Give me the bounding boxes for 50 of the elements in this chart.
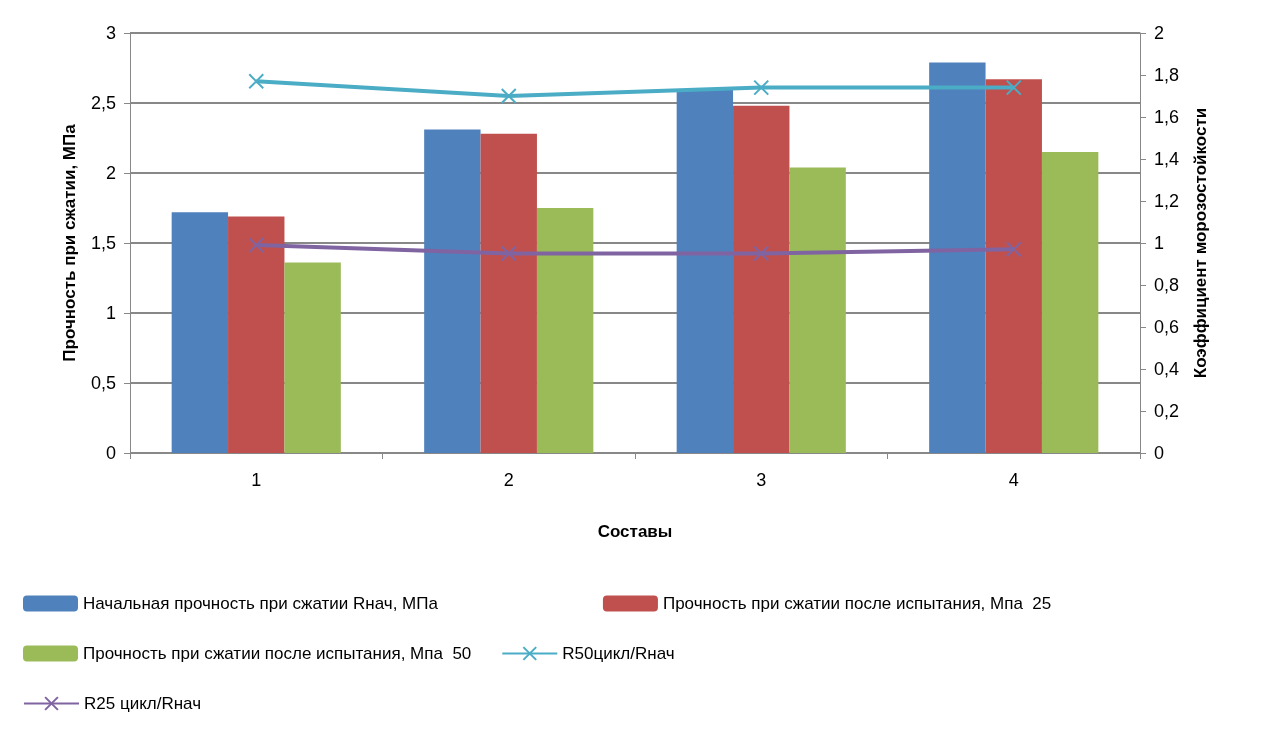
y2-tick-label: 2 — [1154, 23, 1165, 43]
bar — [1041, 152, 1099, 453]
y-tick-label: 2,5 — [90, 93, 116, 113]
bar — [284, 262, 341, 453]
y-tick-label: 1,5 — [90, 233, 116, 253]
y2-tick-label: 1,4 — [1154, 149, 1180, 169]
y2-tick-label: 1,6 — [1154, 107, 1180, 127]
bar — [733, 105, 790, 453]
y2-tick-label: 0 — [1154, 443, 1165, 463]
point — [1005, 79, 1022, 96]
bar — [536, 208, 594, 453]
x-tick-label: 2 — [503, 470, 514, 490]
y2-tick-label: 0,4 — [1154, 359, 1180, 379]
x-tick-label: 1 — [251, 470, 262, 490]
y-tick-label: 0 — [105, 443, 116, 463]
y-axis-title: Прочность при сжатии, МПа — [60, 123, 79, 362]
point — [500, 88, 517, 104]
y2-tick-label: 0,6 — [1154, 317, 1180, 337]
bar — [676, 89, 734, 453]
y2-axis-title: Коэффициент морозостойкости — [1191, 107, 1210, 379]
y-tick-label: 2 — [105, 163, 116, 183]
bar — [228, 216, 285, 453]
bar — [480, 133, 537, 453]
bar — [985, 79, 1042, 453]
y-tick-label: 0,5 — [90, 373, 116, 393]
y2-tick-label: 1,8 — [1154, 65, 1180, 85]
y-tick-label: 1 — [105, 303, 116, 323]
x-axis-title: Составы — [597, 522, 673, 541]
y2-tick-label: 1 — [1154, 233, 1165, 253]
legend-label: Прочность при сжатии после испытания, Мпа 25 — [662, 594, 1052, 613]
y2-tick-label: 0,8 — [1154, 275, 1180, 295]
y2-tick-label: 1,2 — [1154, 191, 1180, 211]
legend-label: R50цикл/Rнач — [562, 644, 675, 663]
x-tick-label: 3 — [756, 470, 767, 490]
bar — [171, 212, 229, 453]
bar — [789, 167, 846, 453]
y2-tick-label: 0,2 — [1154, 401, 1180, 421]
y-tick-label: 3 — [105, 23, 116, 43]
legend-label: R25 цикл/Rнач — [84, 694, 202, 713]
bar — [424, 129, 481, 453]
point — [1005, 241, 1022, 258]
point — [500, 245, 517, 262]
legend-label: Начальная прочность при сжатии Rнач, МПа — [83, 594, 439, 613]
legend-label: Прочность при сжатии после испытания, Мпа 50 — [83, 644, 472, 663]
bar — [929, 62, 986, 453]
point — [753, 245, 770, 262]
point — [248, 73, 265, 90]
point — [248, 237, 265, 254]
point — [753, 79, 770, 96]
x-tick-label: 4 — [1008, 470, 1019, 490]
